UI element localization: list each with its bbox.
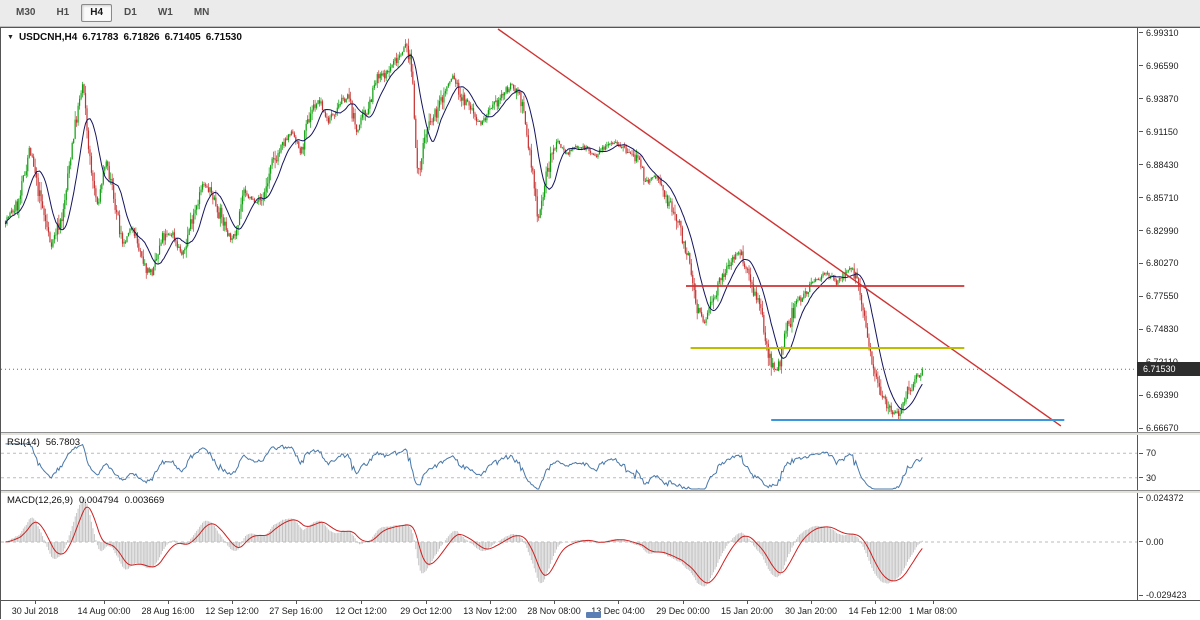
macd-label: MACD(12,26,9) 0.004794 0.003669	[7, 495, 164, 506]
panel-splitter[interactable]	[1, 490, 1200, 493]
axis-tick-label: 6.99310	[1139, 28, 1200, 38]
symbol-name: USDCNH,H4	[18, 32, 78, 43]
quote-high: 6.71826	[123, 32, 160, 43]
time-axis-tick	[296, 601, 297, 604]
axis-tick-label: 0.00	[1139, 537, 1200, 547]
rsi-canvas[interactable]	[1, 435, 1137, 490]
time-axis-label: 28 Aug 16:00	[141, 606, 195, 616]
axis-tick-label: 6.80270	[1139, 258, 1200, 268]
timeframe-toolbar: M30 H1 H4 D1 W1 MN	[0, 0, 1200, 27]
axis-tick-label: 6.85710	[1139, 193, 1200, 203]
symbol-marker-icon: ▼	[7, 34, 14, 41]
time-axis-tick	[554, 601, 555, 604]
axis-tick-label: 6.96590	[1139, 61, 1200, 71]
rsi-name: RSI(14)	[7, 437, 40, 448]
quote-low: 6.71405	[164, 32, 201, 43]
time-axis-label: 13 Dec 04:00	[591, 606, 645, 616]
time-axis-label: 12 Oct 12:00	[335, 606, 387, 616]
candlestick-canvas[interactable]	[1, 28, 1137, 432]
quote-close: 6.71530	[205, 32, 242, 43]
chart-symbol-title: ▼ USDCNH,H4 6.71783 6.71826 6.71405 6.71…	[7, 32, 242, 43]
time-axis-tick	[747, 601, 748, 604]
time-axis-label: 1 Mar 08:00	[908, 606, 958, 616]
time-axis-tick	[361, 601, 362, 604]
axis-tick-label: 6.74830	[1139, 324, 1200, 334]
quote-open: 6.71783	[82, 32, 119, 43]
axis-tick-label: 6.72110	[1139, 357, 1200, 367]
time-axis-label: 29 Oct 12:00	[400, 606, 452, 616]
time-axis-label: 30 Jul 2018	[11, 606, 59, 616]
time-axis-tick	[933, 601, 934, 604]
time-axis-label: 14 Aug 00:00	[77, 606, 131, 616]
timeframe-button-m30[interactable]: M30	[16, 7, 36, 18]
macd-panel[interactable]: MACD(12,26,9) 0.004794 0.003669	[1, 493, 1137, 600]
time-axis-tick	[490, 601, 491, 604]
rsi-panel[interactable]: RSI(14) 56.7803	[1, 435, 1137, 490]
main-chart-panel[interactable]: ▼ USDCNH,H4 6.71783 6.71826 6.71405 6.71…	[1, 28, 1137, 432]
time-axis-tick	[426, 601, 427, 604]
axis-tick-label: 6.88430	[1139, 160, 1200, 170]
axis-tick-label: -0.029423	[1139, 590, 1200, 600]
macd-signal-value: 0.003669	[124, 495, 165, 506]
axis-tick-label: 6.66670	[1139, 423, 1200, 433]
time-axis-tick	[168, 601, 169, 604]
timeframe-button-h4[interactable]: H4	[81, 4, 113, 22]
time-axis-tick	[811, 601, 812, 604]
time-axis-label: 13 Nov 12:00	[463, 606, 517, 616]
rsi-label: RSI(14) 56.7803	[7, 437, 80, 448]
axis-tick-label: 6.82990	[1139, 226, 1200, 236]
current-price-badge: 6.71530	[1137, 362, 1200, 377]
axis-tick-label: 6.91150	[1139, 127, 1200, 137]
time-axis-label: 28 Nov 08:00	[527, 606, 581, 616]
time-axis-label: 14 Feb 12:00	[848, 606, 902, 616]
axis-tick-label: 30	[1139, 473, 1200, 483]
timeframe-button-d1[interactable]: D1	[124, 7, 137, 18]
time-axis-tick	[232, 601, 233, 604]
timeframe-button-h1[interactable]: H1	[56, 7, 70, 18]
time-axis-tick	[35, 601, 36, 604]
time-axis-tick	[683, 601, 684, 604]
panel-splitter[interactable]	[1, 432, 1200, 435]
axis-tick-label: 0.024372	[1139, 493, 1200, 503]
time-axis-tick	[104, 601, 105, 604]
price-axis[interactable]: 6.99310 6.96590 6.93870 6.91150 6.88430 6.857…	[1137, 28, 1200, 600]
macd-name: MACD(12,26,9)	[7, 495, 73, 506]
axis-tick-label: 70	[1139, 448, 1200, 458]
time-axis-label: 15 Jan 20:00	[720, 606, 774, 616]
time-axis-label: 27 Sep 16:00	[269, 606, 323, 616]
time-axis-tick	[618, 601, 619, 604]
macd-value: 0.004794	[79, 495, 119, 506]
time-axis-label: 29 Dec 00:00	[656, 606, 710, 616]
time-axis-tick	[875, 601, 876, 604]
timeline-marker	[586, 612, 601, 618]
time-axis-label: 30 Jan 20:00	[784, 606, 838, 616]
macd-canvas[interactable]	[1, 493, 1137, 600]
rsi-value: 56.7803	[45, 437, 81, 448]
chart-window: ▼ USDCNH,H4 6.71783 6.71826 6.71405 6.71…	[0, 27, 1200, 620]
axis-tick-label: 6.93870	[1139, 94, 1200, 104]
time-axis-label: 12 Sep 12:00	[205, 606, 259, 616]
timeframe-button-mn[interactable]: MN	[193, 7, 210, 18]
axis-tick-label: 6.77550	[1139, 291, 1200, 301]
axis-tick-label: 6.69390	[1139, 390, 1200, 400]
time-axis[interactable]: 30 Jul 2018 14 Aug 00:00 28 Aug 16:00 12 Se…	[1, 600, 1200, 620]
timeframe-button-w1[interactable]: W1	[157, 7, 173, 18]
